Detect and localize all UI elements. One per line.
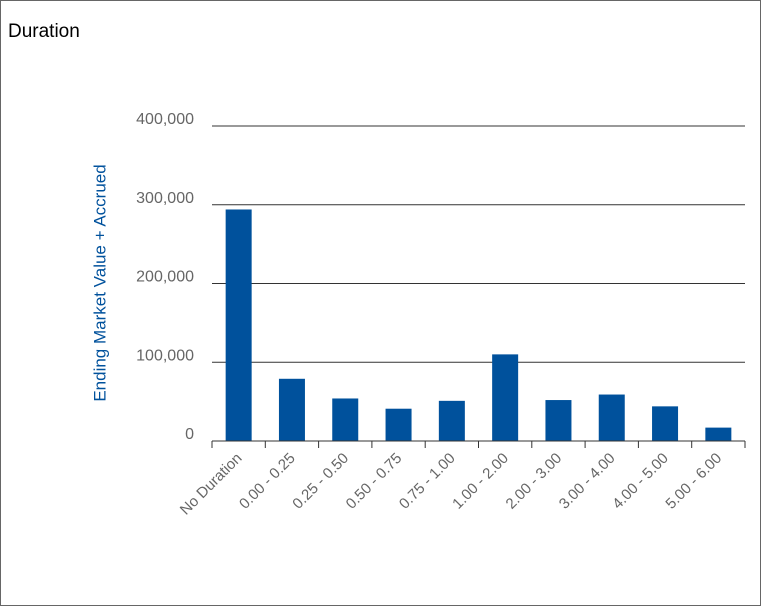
x-axis (211, 440, 746, 448)
x-tick-label: No Duration (177, 450, 246, 519)
y-axis-title: Ending Market Value + Accrued (90, 164, 109, 401)
bar (705, 427, 732, 441)
x-tick-label: 0.75 - 1.00 (396, 450, 459, 513)
x-tick-label: 0.00 - 0.25 (236, 450, 299, 513)
y-tick-label: 0 (185, 426, 194, 443)
bar (332, 398, 359, 441)
bar (278, 378, 305, 441)
bar (652, 406, 679, 441)
bar (492, 354, 519, 441)
x-tick-label: 2.00 - 3.00 (503, 450, 566, 513)
x-tick-label: 3.00 - 4.00 (556, 450, 619, 513)
bar (385, 408, 412, 441)
x-tick-label: 1.00 - 2.00 (449, 450, 512, 513)
y-tick-label: 100,000 (136, 347, 194, 364)
chart-title: Duration (8, 21, 80, 42)
bar (598, 394, 625, 441)
bar (438, 400, 465, 441)
y-tick-label: 300,000 (136, 190, 194, 207)
y-tick-label: 400,000 (136, 111, 194, 128)
gridlines (212, 125, 745, 363)
x-tick-label: 4.00 - 5.00 (609, 450, 672, 513)
x-tick-label: 0.50 - 0.75 (343, 450, 406, 513)
y-tick-label: 200,000 (136, 269, 194, 286)
bar (545, 400, 572, 441)
bar (225, 209, 252, 441)
x-tick-label: 0.25 - 0.50 (289, 450, 352, 513)
bars (225, 209, 732, 441)
y-tick-labels: 0 100,000 200,000 300,000 400,000 (136, 111, 194, 443)
x-tick-label: 5.00 - 6.00 (662, 450, 725, 513)
